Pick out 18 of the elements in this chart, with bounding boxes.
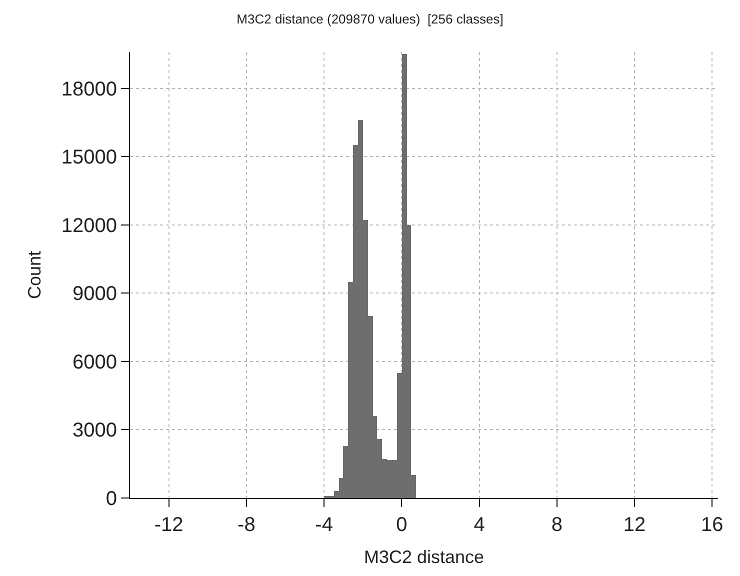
x-tick-label: -12: [154, 514, 184, 536]
x-tick-label: -4: [315, 514, 333, 536]
x-tick-label: -8: [238, 514, 256, 536]
y-tick-label: 9000: [72, 283, 117, 306]
y-tick-label: 0: [106, 488, 117, 510]
y-tick-label: 18000: [61, 78, 117, 100]
x-tick-label: 12: [623, 514, 646, 536]
y-tick-label: 6000: [72, 351, 117, 374]
x-tick-label: 16: [701, 514, 724, 536]
chart-title: M3C2 distance (209870 values) [256 classes]: [236, 12, 504, 26]
x-axis-title: M3C2 distance: [364, 547, 484, 568]
x-tick-label: 8: [551, 514, 562, 536]
y-tick-label: 15000: [61, 146, 117, 169]
y-axis-title: Count: [24, 250, 45, 300]
y-tick-label: 12000: [61, 214, 117, 237]
x-tick-label: 0: [396, 514, 408, 536]
x-tick-label: 4: [474, 514, 485, 536]
y-tick-label: 3000: [72, 420, 117, 442]
